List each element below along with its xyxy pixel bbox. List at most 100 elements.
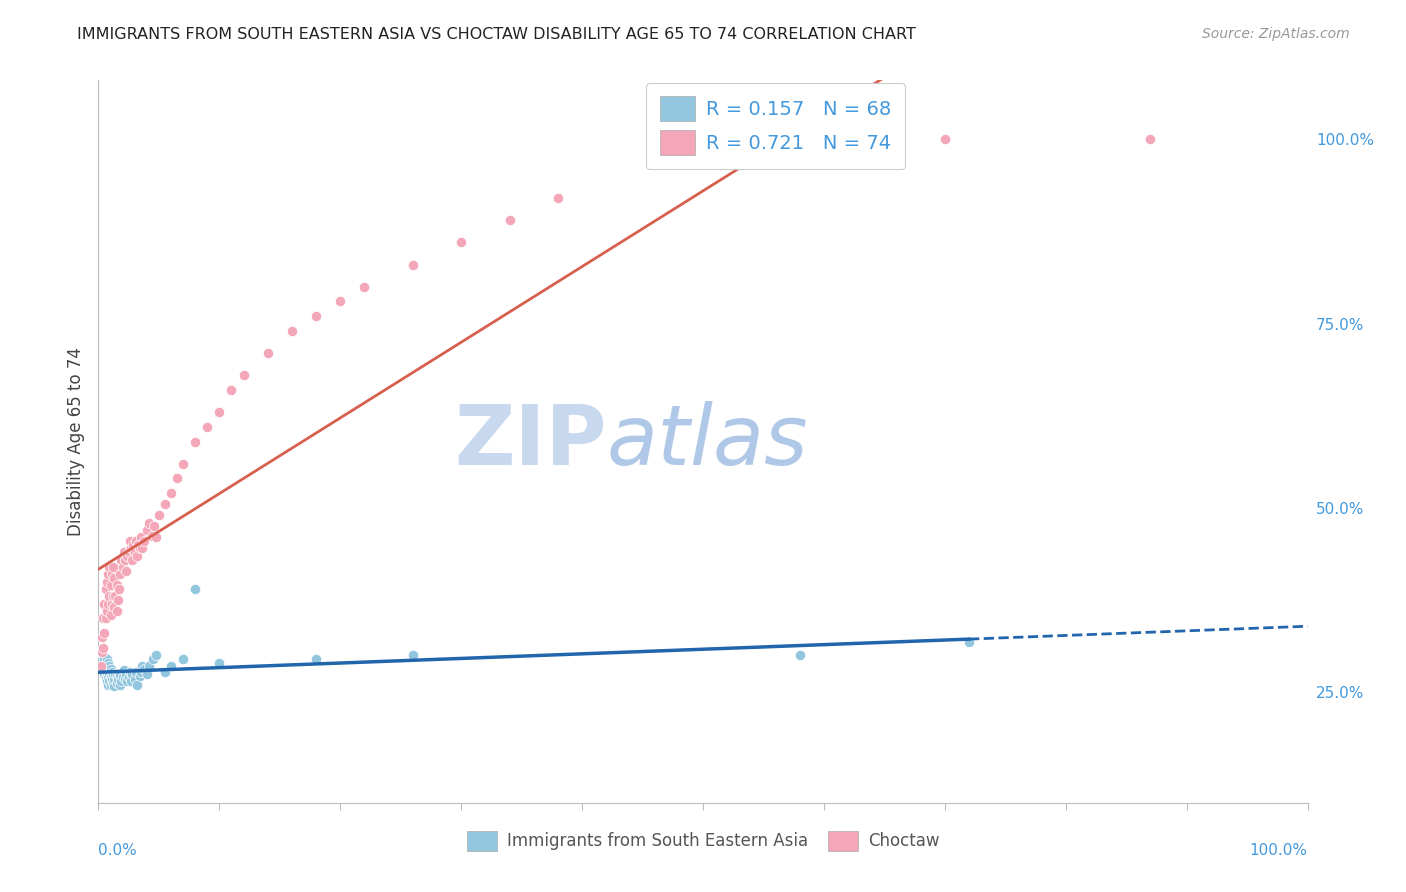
Point: [97, 597, 120, 611]
Point: [98, 666, 121, 681]
Point: [93, 652, 115, 666]
Point: [145, 648, 167, 663]
Point: [117, 549, 139, 563]
Point: [208, 405, 231, 419]
Point: [138, 659, 160, 673]
Point: [101, 560, 124, 574]
Point: [100, 578, 122, 592]
Point: [232, 368, 254, 383]
Point: [96, 659, 118, 673]
Point: [450, 235, 472, 250]
Point: [122, 538, 145, 552]
Point: [128, 669, 150, 683]
Point: [221, 383, 243, 397]
Point: [93, 626, 115, 640]
Point: [94, 670, 117, 684]
Point: [148, 508, 170, 523]
Legend: R = 0.157   N = 68, R = 0.721   N = 74: R = 0.157 N = 68, R = 0.721 N = 74: [645, 83, 905, 169]
Point: [129, 530, 152, 544]
Point: [172, 652, 194, 666]
Point: [101, 668, 124, 682]
Point: [121, 552, 143, 566]
Point: [118, 670, 141, 684]
Text: 0.0%: 0.0%: [98, 843, 138, 857]
Point: [1139, 132, 1161, 146]
Point: [91, 630, 114, 644]
Point: [129, 665, 152, 679]
Point: [91, 611, 114, 625]
Point: [94, 611, 117, 625]
Point: [98, 674, 121, 689]
Point: [547, 191, 569, 205]
Text: ZIP: ZIP: [454, 401, 606, 482]
Point: [90, 659, 112, 673]
Point: [957, 635, 980, 649]
Point: [166, 471, 188, 485]
Point: [101, 590, 124, 604]
Point: [256, 346, 278, 360]
Point: [100, 672, 122, 686]
Point: [103, 571, 125, 585]
Point: [108, 582, 131, 596]
Point: [402, 258, 425, 272]
Point: [111, 670, 134, 684]
Point: [103, 672, 125, 686]
Point: [108, 669, 131, 683]
Point: [108, 666, 131, 681]
Point: [110, 674, 132, 689]
Point: [94, 656, 117, 670]
Point: [100, 669, 122, 683]
Point: [108, 678, 131, 692]
Point: [108, 567, 131, 582]
Point: [98, 560, 121, 574]
Point: [184, 582, 207, 596]
Point: [105, 669, 128, 683]
Point: [91, 652, 114, 666]
Point: [153, 497, 176, 511]
Point: [114, 672, 136, 686]
Point: [131, 659, 153, 673]
Point: [93, 597, 115, 611]
Point: [184, 434, 207, 449]
Text: atlas: atlas: [606, 401, 808, 482]
Point: [329, 294, 352, 309]
Point: [498, 213, 520, 227]
Point: [134, 534, 156, 549]
Point: [93, 659, 115, 673]
Point: [131, 541, 153, 556]
Point: [96, 674, 118, 689]
Point: [96, 666, 118, 681]
Point: [107, 672, 129, 686]
Point: [90, 656, 112, 670]
Point: [118, 545, 141, 559]
Point: [103, 679, 125, 693]
Text: IMMIGRANTS FROM SOUTH EASTERN ASIA VS CHOCTAW DISABILITY AGE 65 TO 74 CORRELATIO: IMMIGRANTS FROM SOUTH EASTERN ASIA VS CH…: [77, 27, 917, 42]
Point: [115, 666, 138, 681]
Point: [121, 666, 143, 681]
Point: [101, 675, 124, 690]
Point: [91, 640, 114, 655]
Point: [172, 457, 194, 471]
Point: [118, 534, 141, 549]
Point: [281, 324, 304, 338]
Point: [135, 523, 157, 537]
Point: [125, 665, 148, 679]
Point: [208, 656, 231, 670]
Point: [134, 662, 156, 676]
Point: [98, 590, 121, 604]
Point: [104, 590, 127, 604]
Point: [94, 582, 117, 596]
Point: [110, 552, 132, 566]
Point: [96, 604, 118, 618]
Point: [91, 663, 114, 677]
Point: [195, 419, 218, 434]
Point: [127, 549, 149, 563]
Point: [305, 309, 328, 323]
Point: [112, 545, 135, 559]
Point: [117, 674, 139, 689]
Point: [160, 659, 183, 673]
Point: [153, 665, 176, 679]
Point: [402, 648, 425, 663]
Point: [96, 652, 118, 666]
Point: [127, 538, 149, 552]
